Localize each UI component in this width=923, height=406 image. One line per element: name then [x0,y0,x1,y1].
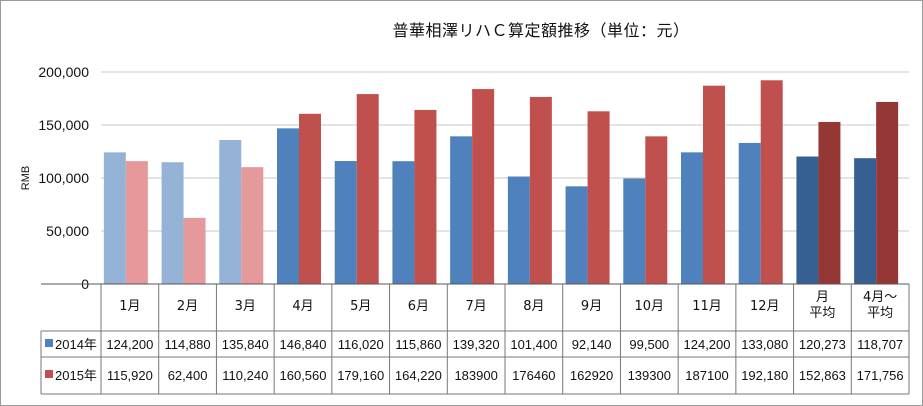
bar-series1 [450,136,473,284]
x-tick-label: 5月 [350,299,371,314]
data-table-cell: 62,400 [168,368,208,383]
data-table-cell: 92,140 [572,337,612,352]
data-table-cell: 139300 [628,368,671,383]
bar-series1 [507,176,530,284]
bar-series1 [103,152,126,284]
legend-swatch [45,370,53,378]
y-axis-label: RMB [20,166,32,190]
data-table-cell: 124,200 [106,337,153,352]
bar-series2 [587,111,610,284]
data-table-cell: 116,020 [338,337,384,352]
data-table-cell: 139,320 [453,337,500,352]
bar-series1 [392,161,415,284]
x-tick-label: 10月 [635,299,665,314]
legend-label: 2015年 [55,368,97,383]
y-tick-label: 200,000 [38,64,89,80]
data-table-cell: 146,840 [280,337,327,352]
bar-series1 [161,162,184,284]
data-table-cell: 110,240 [222,368,268,383]
bar-series1 [796,156,819,284]
legend-swatch [45,339,53,347]
y-tick-label: 50,000 [46,223,89,239]
x-tick-label: 4月～平均 [863,290,897,321]
bar-series1 [277,128,299,284]
data-table-cell: 118,707 [857,337,903,352]
bar-series2 [472,89,495,284]
data-table-cell: 176460 [512,368,555,383]
x-tick-label: 1月 [119,299,140,314]
data-table-cell: 101,400 [510,337,557,352]
y-tick-label: 150,000 [38,117,89,133]
data-table-cell: 171,756 [857,368,904,383]
x-tick-label: 8月 [523,299,544,314]
data-table-cell: 192,180 [741,368,788,383]
x-tick-label: 月平均 [809,290,835,321]
data-table-cell: 162920 [570,368,613,383]
bar-series1 [565,186,588,284]
legend-label: 2014年 [55,337,97,352]
bar-series1 [681,152,703,284]
y-tick-label: 100,000 [38,170,89,186]
x-tick-label: 11月 [692,299,722,314]
data-table-cell: 160,560 [280,368,327,383]
x-tick-label: 6月 [408,299,429,314]
data-table-cell: 115,860 [395,337,441,352]
x-tick-label: 3月 [235,299,256,314]
bar-series2 [529,96,552,285]
x-tick-label: 2月 [177,299,198,314]
data-table-cell: 179,160 [337,368,384,383]
data-table-cell: 133,080 [741,337,788,352]
data-table-cell: 120,273 [799,337,846,352]
data-table-cell: 152,863 [799,368,846,383]
bar-series2 [356,94,379,285]
data-table-cell: 164,220 [395,368,442,383]
data-table-cell: 115,920 [107,368,153,383]
data-table-cell: 183900 [454,368,497,383]
x-tick-label: 7月 [466,299,487,314]
data-table-cell: 124,200 [684,337,731,352]
bar-series1 [854,158,877,284]
bar-series2 [183,217,206,284]
bar-series1 [738,142,761,284]
bar-series2 [876,101,899,285]
bar-series1 [623,178,646,284]
data-table-cell: 114,880 [165,337,211,352]
bar-series2 [414,109,437,284]
x-tick-label: 4月 [292,299,313,314]
bar-series1 [219,140,242,284]
chart-title: 普華相澤リハＣ算定額推移（単位：元） [392,21,690,40]
bar-series2 [241,167,264,284]
bar-series1 [334,161,357,284]
bar-series2 [299,113,321,284]
bar-series2 [125,161,148,284]
bar-series2 [818,121,841,285]
bar-series2 [703,85,725,284]
x-tick-label: 12月 [750,299,780,314]
data-table-cell: 99,500 [629,337,669,352]
data-table-cell: 187100 [685,368,728,383]
bar-series2 [645,136,668,284]
data-table-cell: 135,840 [222,337,269,352]
bar-series2 [760,80,783,284]
x-tick-label: 9月 [581,299,602,314]
